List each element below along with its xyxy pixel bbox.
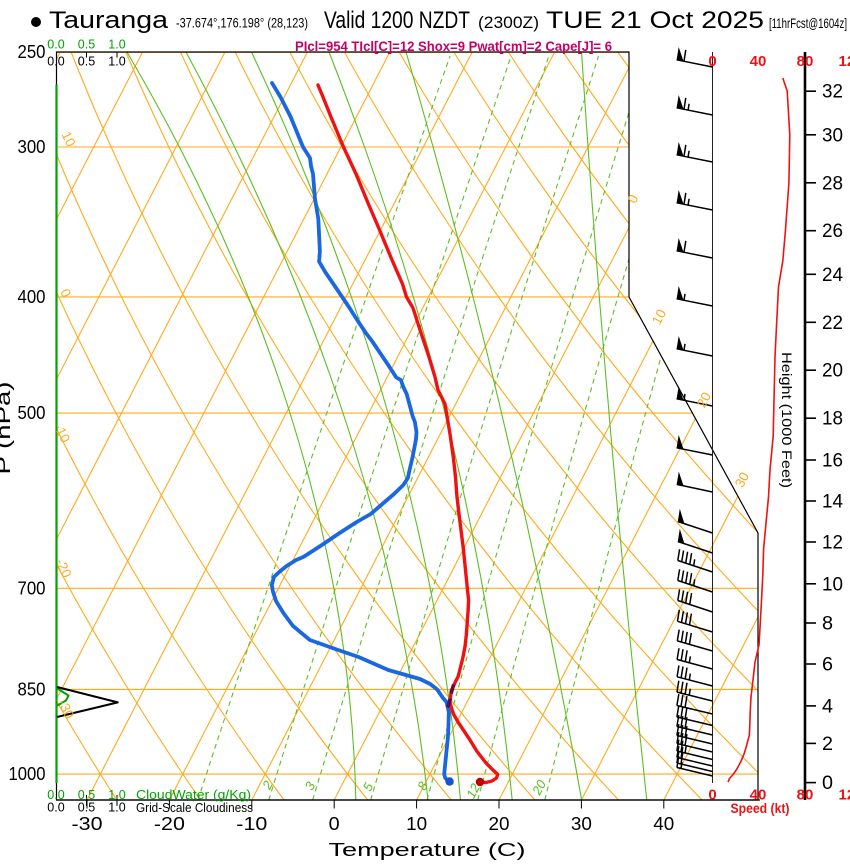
svg-text:250: 250 (18, 42, 46, 62)
svg-text:20: 20 (694, 390, 714, 410)
svg-text:20: 20 (489, 814, 510, 834)
svg-text:Tauranga: Tauranga (49, 7, 169, 34)
svg-text:40: 40 (750, 53, 767, 70)
svg-text:8: 8 (822, 614, 833, 635)
svg-text:1.0: 1.0 (108, 38, 125, 52)
svg-text:P (hPa): P (hPa) (0, 382, 15, 475)
svg-text:28: 28 (822, 173, 843, 194)
svg-text:CloudWater (g/Kg): CloudWater (g/Kg) (136, 787, 251, 802)
svg-text:80: 80 (797, 53, 814, 70)
svg-text:10: 10 (649, 307, 669, 327)
svg-text:26: 26 (822, 221, 843, 242)
svg-text:0: 0 (708, 53, 716, 70)
svg-text:400: 400 (18, 287, 46, 307)
svg-text:0: 0 (822, 773, 833, 794)
svg-text:1.0: 1.0 (108, 788, 125, 802)
svg-text:16: 16 (822, 451, 843, 472)
svg-text:30: 30 (822, 125, 843, 146)
svg-text:12: 12 (822, 533, 843, 554)
svg-text:10: 10 (822, 574, 843, 595)
svg-text:20: 20 (529, 777, 550, 798)
svg-text:2: 2 (822, 734, 833, 755)
svg-text:0.0: 0.0 (47, 55, 64, 69)
svg-text:Valid 1200 NZDT: Valid 1200 NZDT (324, 7, 470, 34)
svg-text:0.5: 0.5 (78, 38, 95, 52)
svg-text:0.0: 0.0 (47, 788, 64, 802)
svg-text:Grid-Scale Cloudiness: Grid-Scale Cloudiness (136, 800, 253, 815)
svg-text:0: 0 (329, 814, 340, 834)
svg-text:-10: -10 (236, 814, 267, 834)
svg-text:18: 18 (822, 409, 843, 430)
svg-text:120: 120 (838, 53, 850, 70)
svg-text:Speed (kt): Speed (kt) (731, 800, 790, 816)
svg-text:PIcl=954 TIcl[C]=12 Shox=9 Pwa: PIcl=954 TIcl[C]=12 Shox=9 Pwat[cm]=2 Ca… (295, 39, 612, 54)
svg-text:40: 40 (653, 814, 674, 834)
svg-text:-37.674°,176.198° (28,123): -37.674°,176.198° (28,123) (176, 15, 308, 31)
svg-text:-20: -20 (154, 814, 185, 834)
svg-text:14: 14 (822, 492, 843, 513)
svg-text:0.5: 0.5 (78, 55, 95, 69)
svg-text:40: 40 (750, 787, 767, 804)
svg-text:700: 700 (18, 578, 46, 598)
svg-text:30: 30 (571, 814, 592, 834)
svg-text:TUE 21 Oct 2025: TUE 21 Oct 2025 (546, 7, 764, 34)
svg-text:500: 500 (18, 403, 46, 423)
svg-text:10: 10 (59, 129, 79, 149)
svg-text:24: 24 (822, 265, 843, 286)
svg-text:6: 6 (822, 655, 833, 676)
svg-text:10: 10 (406, 814, 427, 834)
svg-text:120: 120 (838, 787, 850, 804)
svg-text:[11hrFcst@1604z]: [11hrFcst@1604z] (769, 15, 847, 31)
svg-text:32: 32 (822, 82, 843, 103)
svg-text:22: 22 (822, 313, 843, 334)
svg-text:-30: -30 (72, 814, 103, 834)
svg-text:0.5: 0.5 (78, 801, 95, 815)
svg-text:20: 20 (822, 361, 843, 382)
svg-text:0.0: 0.0 (47, 801, 64, 815)
svg-text:30: 30 (732, 470, 752, 490)
svg-text:1.0: 1.0 (108, 55, 125, 69)
svg-text:300: 300 (18, 137, 46, 157)
svg-text:850: 850 (18, 679, 46, 699)
svg-text:1000: 1000 (9, 764, 46, 784)
svg-text:0: 0 (708, 787, 716, 804)
svg-text:4: 4 (822, 696, 833, 717)
svg-text:0.0: 0.0 (47, 38, 64, 52)
svg-text:1.0: 1.0 (108, 801, 125, 815)
svg-text:(2300Z): (2300Z) (478, 13, 539, 32)
svg-text:80: 80 (797, 787, 814, 804)
svg-text:0.5: 0.5 (78, 788, 95, 802)
svg-text:Height (1000 Feet): Height (1000 Feet) (779, 352, 795, 488)
svg-text:Temperature (C): Temperature (C) (329, 840, 526, 860)
